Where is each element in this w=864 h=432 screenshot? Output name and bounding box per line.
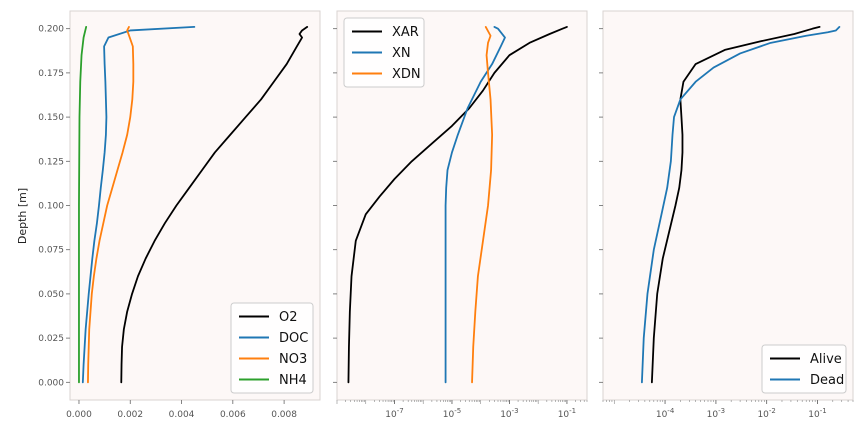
x-tick-label: 0.008 — [271, 410, 297, 420]
legend-box — [761, 344, 847, 394]
legend-box — [343, 17, 425, 88]
x-tick-label: 10-1 — [808, 407, 826, 420]
series-line-xn — [444, 26, 506, 384]
y-tick-label: 0.075 — [38, 246, 64, 256]
y-tick-label: 0.000 — [38, 378, 64, 388]
legend-label-alive: Alive — [810, 352, 842, 367]
x-tick-label: 0.004 — [169, 410, 195, 420]
series-line-dead — [641, 26, 841, 384]
series-line-no3 — [87, 26, 135, 384]
legend-2: Alive Dead — [761, 344, 847, 394]
y-tick-label: 0.100 — [38, 202, 64, 212]
legend-1: XAR XN XDN — [343, 17, 425, 88]
panel-chemistry: 0.000 0.025 0.050 0.075 0.100 0.125 0.150 0.175… — [38, 10, 321, 420]
legend-label-xn: XN — [392, 46, 411, 61]
y-tick-label: 0.175 — [38, 69, 64, 79]
y-tick-label: 0.200 — [38, 25, 64, 35]
panel-biomass: 10-7 10-5 10-3 10-1 XAR XN XDN — [333, 10, 588, 420]
y-axis-label: Depth [m] — [16, 188, 29, 244]
legend-label-no3: NO3 — [279, 352, 307, 367]
x-tick-label: 0.002 — [117, 410, 143, 420]
series-line-nh4 — [78, 26, 88, 384]
series-line-o2 — [120, 26, 309, 384]
series-line-alive — [650, 26, 821, 384]
x-tick-label: 10-3 — [500, 407, 518, 420]
y-tick-label: 0.050 — [38, 290, 64, 300]
y-tick-label: 0.025 — [38, 334, 64, 344]
y-tick-label: 0.125 — [38, 157, 64, 167]
plot-area-2 — [602, 10, 854, 401]
series-line-xar — [347, 26, 568, 384]
x-tick-label: 10-4 — [656, 407, 675, 420]
legend-label-dead: Dead — [810, 373, 844, 388]
y-tick-label: 0.150 — [38, 113, 64, 123]
legend-label-o2: O2 — [279, 310, 298, 325]
x-tick-label: 10-2 — [757, 407, 775, 420]
legend-label-xdn: XDN — [392, 67, 421, 82]
series-line-doc — [81, 26, 196, 384]
legend-label-xar: XAR — [392, 25, 419, 40]
x-tick-label: 0.006 — [220, 410, 246, 420]
legend-0: O2 DOC NO3 NH4 — [230, 302, 314, 394]
x-tick-label: 10-7 — [385, 407, 403, 420]
x-tick-label: 10-1 — [558, 407, 576, 420]
x-tick-label: 10-3 — [707, 407, 725, 420]
panel-alive-dead: 10-4 10-3 10-2 10-1 Alive Dead — [599, 10, 854, 420]
x-tick-label: 10-5 — [443, 407, 461, 420]
legend-label-nh4: NH4 — [279, 373, 307, 388]
series-line-xdn — [471, 26, 494, 384]
legend-label-doc: DOC — [279, 331, 308, 346]
x-tick-label: 0.000 — [66, 410, 92, 420]
legend-box — [230, 302, 314, 394]
